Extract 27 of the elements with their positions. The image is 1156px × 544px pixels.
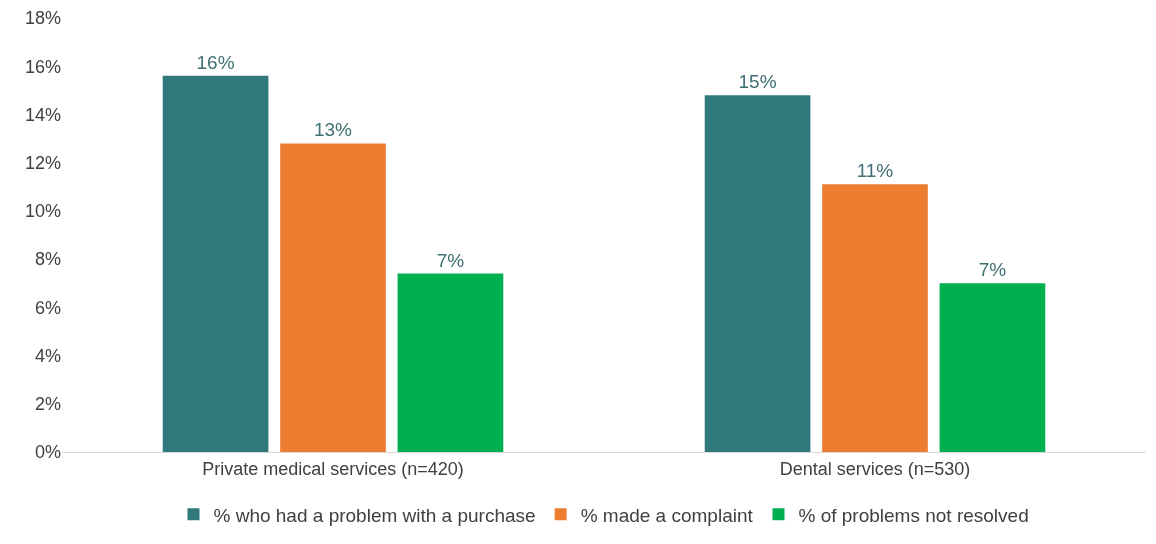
data-label: 16% [196,51,235,73]
legend-label: % of problems not resolved [798,504,1029,526]
y-tick-label: 18% [24,8,61,29]
y-tick-label: 10% [24,201,61,222]
data-label: 11% [856,160,894,182]
bar [939,283,1046,452]
data-label: 7% [436,249,465,271]
x-tick-label: Dental services (n=530) [779,458,971,479]
bar [822,184,928,452]
y-tick-label: 12% [24,152,61,173]
bar [280,143,386,452]
y-tick-label: 14% [24,104,61,125]
legend-label: % made a complaint [580,504,754,526]
data-label: 13% [313,119,353,141]
y-tick-label: 2% [34,394,61,415]
bar [704,95,811,452]
y-tick-label: 8% [34,249,61,270]
y-tick-label: 6% [34,297,61,318]
y-tick-label: 0% [34,442,61,463]
x-tick-label: Private medical services (n=420) [202,458,464,479]
bar [162,75,269,452]
bar [397,273,504,452]
y-tick-label: 4% [34,345,61,366]
data-label: 7% [978,259,1007,281]
y-tick-label: 16% [24,56,61,77]
legend-label: % who had a problem with a purchase [213,504,536,526]
data-label: 15% [738,71,777,93]
